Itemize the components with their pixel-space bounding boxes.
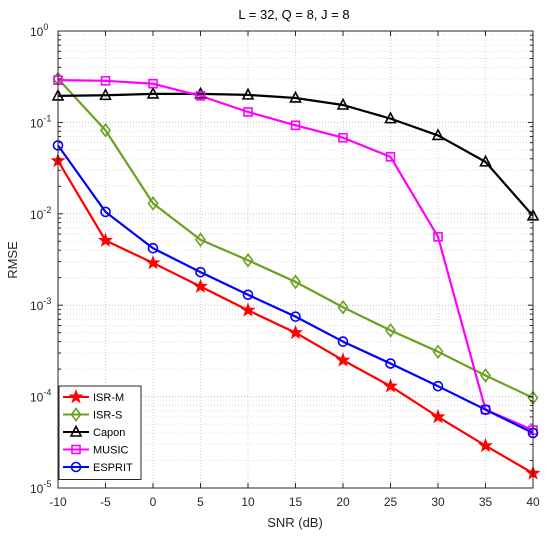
- x-tick-label: -5: [100, 495, 111, 509]
- data-point-esprit: [432, 380, 444, 392]
- legend-marker-music: [71, 444, 81, 455]
- data-point-music: [100, 76, 111, 86]
- legend-marker-isr-m: [68, 389, 84, 404]
- x-tick-label: 10: [241, 495, 255, 509]
- data-point-isr-m: [98, 232, 113, 247]
- data-point-esprit: [100, 206, 111, 218]
- data-point-isr-m: [288, 324, 303, 340]
- chart-title: L = 32, Q = 8, J = 8: [238, 7, 349, 22]
- y-tick-label: 10-5: [30, 479, 51, 496]
- data-point-capon: [194, 86, 207, 99]
- series-line-music: [57, 79, 534, 432]
- data-point-capon: [289, 90, 302, 103]
- data-point-music: [148, 78, 158, 89]
- data-point-isr-m: [478, 437, 493, 453]
- x-tick-label: 5: [197, 495, 204, 509]
- data-point-isr-m: [335, 352, 351, 367]
- data-point-capon: [336, 97, 350, 110]
- y-axis-ticks: 10-5 10-4 10-3 10-2 10-1 100: [30, 22, 533, 496]
- data-point-isr-m: [430, 409, 446, 424]
- x-axis-ticks: -10 -5 0 5 10 15 20 25 30 35 40: [49, 31, 540, 509]
- data-point-isr-s: [242, 252, 254, 268]
- legend-marker-isr-s: [70, 407, 82, 422]
- x-tick-label: 25: [384, 495, 398, 509]
- data-point-esprit: [337, 336, 349, 347]
- y-tick-label: 100: [30, 22, 48, 39]
- data-point-esprit: [480, 404, 491, 415]
- x-tick-label: 0: [150, 495, 157, 509]
- data-point-isr-m: [193, 278, 208, 293]
- data-point-isr-s: [432, 344, 444, 360]
- data-point-music: [385, 152, 396, 162]
- data-point-esprit: [147, 242, 159, 254]
- x-axis-title: SNR (dB): [267, 515, 323, 530]
- series-line-esprit: [57, 144, 534, 434]
- data-point-capon: [384, 111, 397, 124]
- data-point-music: [290, 120, 301, 131]
- x-tick-label: 35: [479, 495, 493, 509]
- legend-label-esprit: ESPRIT: [93, 462, 133, 474]
- legend-label-isr-m: ISR-M: [93, 392, 124, 404]
- data-point-capon: [146, 86, 160, 99]
- legend-label-music: MUSIC: [93, 445, 129, 457]
- data-point-esprit: [195, 266, 206, 278]
- data-point-isr-s: [195, 232, 206, 248]
- data-point-capon: [241, 87, 255, 100]
- series-markers: [50, 71, 541, 480]
- y-tick-label: 10-4: [30, 388, 51, 405]
- data-point-capon: [431, 128, 445, 141]
- y-tick-label: 10-2: [30, 205, 51, 222]
- data-point-isr-m: [145, 255, 161, 270]
- y-tick-label: 10-3: [30, 296, 51, 313]
- data-point-isr-s: [480, 368, 491, 383]
- data-point-isr-s: [385, 323, 396, 338]
- y-axis-title: RMSE: [5, 241, 20, 279]
- data-point-esprit: [242, 289, 254, 301]
- legend: ISR-M ISR-S Capon MUSIC ESPRIT: [58, 385, 142, 480]
- data-point-capon: [479, 154, 492, 167]
- data-point-music: [338, 132, 348, 143]
- data-point-isr-m: [383, 378, 398, 393]
- data-point-isr-m: [240, 302, 256, 317]
- x-tick-label: 40: [526, 495, 540, 509]
- data-point-music: [195, 91, 206, 101]
- x-tick-label: -10: [49, 495, 67, 509]
- series-line-isr-s: [57, 78, 534, 399]
- data-point-esprit: [290, 311, 301, 322]
- data-point-isr-s: [100, 122, 111, 138]
- data-point-isr-s: [337, 299, 349, 315]
- data-point-capon: [99, 88, 112, 101]
- data-point-isr-s: [290, 274, 301, 290]
- data-point-esprit: [385, 358, 396, 369]
- data-point-music: [433, 232, 443, 242]
- data-point-music: [243, 107, 253, 117]
- data-point-isr-s: [147, 196, 159, 211]
- y-tick-label: 10-1: [30, 113, 51, 130]
- x-tick-label: 15: [289, 495, 303, 509]
- x-tick-label: 30: [431, 495, 445, 509]
- legend-label-isr-s: ISR-S: [93, 410, 122, 422]
- legend-marker-capon: [69, 424, 83, 437]
- legend-marker-esprit: [70, 461, 82, 473]
- series-line-capon: [57, 92, 534, 217]
- legend-label-capon: Capon: [93, 427, 125, 439]
- x-tick-label: 20: [336, 495, 350, 509]
